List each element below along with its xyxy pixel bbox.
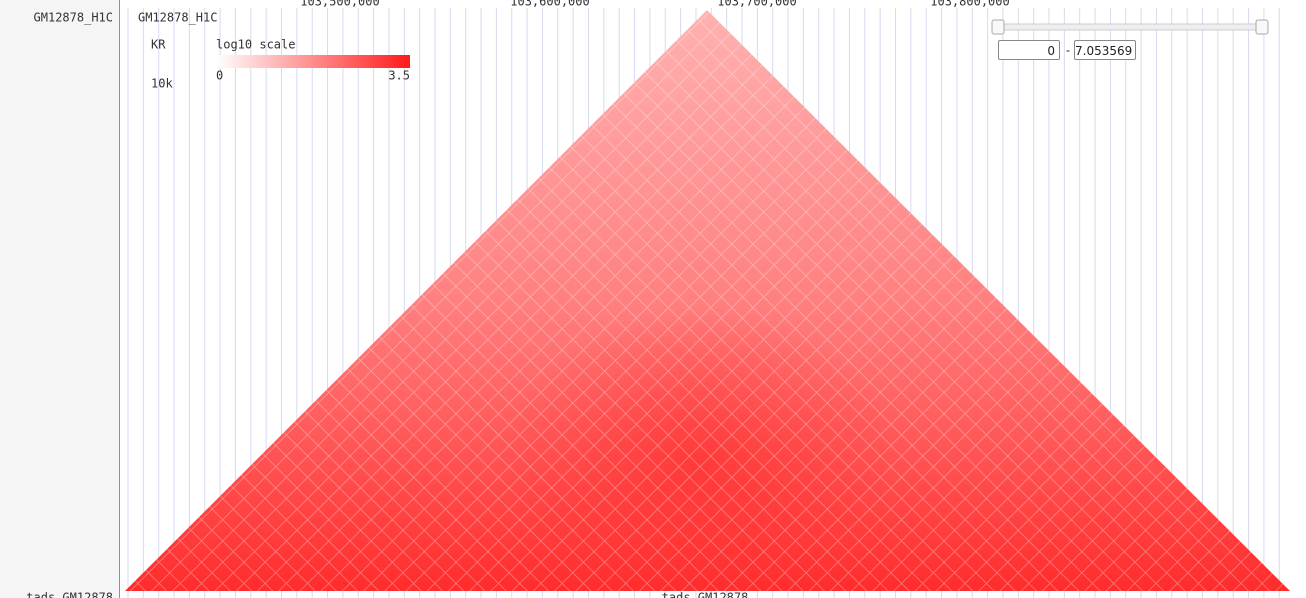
resolution: 10k <box>151 77 173 91</box>
slider-handle[interactable] <box>991 19 1005 35</box>
axis-tick-label: 103,800,000 <box>930 0 1009 9</box>
axis-tick-label: 103,600,000 <box>510 0 589 9</box>
range-slider[interactable] <box>997 23 1263 31</box>
colorbar-max: 3.5 <box>388 69 410 83</box>
range-separator: - <box>1066 44 1070 58</box>
track-name: tads_GM12878 <box>662 591 749 598</box>
colorbar <box>216 55 410 68</box>
normalization: KR <box>151 38 166 52</box>
left-panel <box>0 0 119 598</box>
colorbar-min: 0 <box>216 69 223 83</box>
range-min-input[interactable]: 0 <box>998 40 1060 60</box>
track-label: tads_GM12878 <box>26 591 113 598</box>
axis-tick-label: 103,700,000 <box>717 0 796 9</box>
track-name: GM12878_H1C <box>138 11 217 25</box>
axis-tick-label: 103,500,000 <box>300 0 379 9</box>
slider-handle[interactable] <box>1255 19 1269 35</box>
colorbar-label: log10 scale <box>216 38 295 52</box>
range-max-input[interactable]: 7.053569 <box>1074 40 1136 60</box>
track-label: GM12878_H1C <box>34 11 113 25</box>
